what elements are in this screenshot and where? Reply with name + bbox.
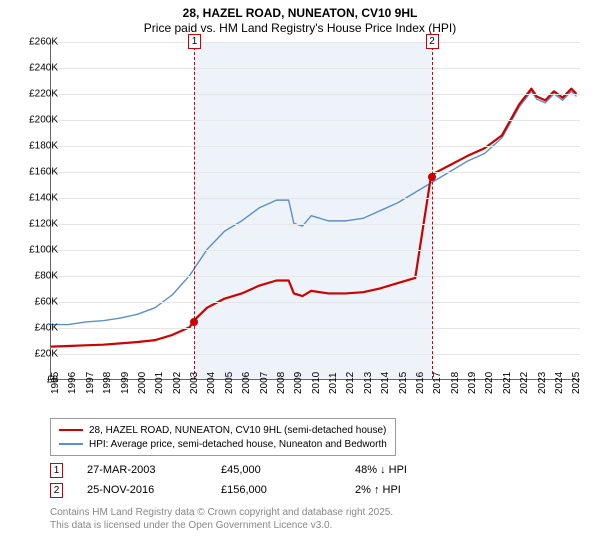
- footer-line1: Contains HM Land Registry data © Crown c…: [50, 506, 393, 519]
- gridline: [51, 172, 580, 173]
- x-tick-label: 2007: [259, 372, 270, 394]
- x-tick-label: 2005: [224, 372, 235, 394]
- marker-line: [194, 42, 195, 379]
- y-tick-label: £160K: [18, 167, 58, 178]
- y-tick-label: £260K: [18, 37, 58, 48]
- x-tick-label: 2020: [484, 372, 495, 394]
- x-tick-label: 1998: [102, 372, 113, 394]
- marker-number-box: 1: [188, 34, 201, 49]
- x-tick-label: 2008: [276, 372, 287, 394]
- gridline: [51, 120, 580, 121]
- chart-container: 28, HAZEL ROAD, NUNEATON, CV10 9HL Price…: [0, 0, 600, 560]
- x-tick-label: 2000: [137, 372, 148, 394]
- x-tick-label: 2019: [467, 372, 478, 394]
- y-tick-label: £40K: [18, 323, 58, 334]
- y-tick-label: £120K: [18, 219, 58, 230]
- event-row: 1 27-MAR-2003 £45,000 48% ↓ HPI: [50, 460, 465, 480]
- gridline: [51, 276, 580, 277]
- x-tick-label: 2009: [293, 372, 304, 394]
- x-tick-label: 2012: [345, 372, 356, 394]
- event-delta: 2% ↑ HPI: [355, 484, 465, 496]
- legend-row: HPI: Average price, semi-detached house,…: [59, 437, 387, 451]
- x-tick-label: 1999: [120, 372, 131, 394]
- gridline: [51, 198, 580, 199]
- y-tick-label: £200K: [18, 115, 58, 126]
- x-tick-label: 2017: [432, 372, 443, 394]
- event-row: 2 25-NOV-2016 £156,000 2% ↑ HPI: [50, 480, 465, 500]
- y-tick-label: £240K: [18, 63, 58, 74]
- footer-line2: This data is licensed under the Open Gov…: [50, 519, 393, 532]
- x-tick-label: 1995: [50, 372, 61, 394]
- y-tick-label: £180K: [18, 141, 58, 152]
- x-tick-label: 2001: [154, 372, 165, 394]
- series-property: [51, 89, 577, 347]
- gridline: [51, 94, 580, 95]
- event-date: 25-NOV-2016: [87, 484, 197, 496]
- legend-label: 28, HAZEL ROAD, NUNEATON, CV10 9HL (semi…: [89, 425, 386, 436]
- event-delta: 48% ↓ HPI: [355, 464, 465, 476]
- event-price: £156,000: [221, 484, 331, 496]
- event-number: 1: [50, 463, 63, 478]
- series-hpi: [51, 91, 577, 324]
- x-tick-label: 2010: [311, 372, 322, 394]
- x-tick-label: 2014: [380, 372, 391, 394]
- gridline: [51, 146, 580, 147]
- marker-number-box: 2: [426, 34, 439, 49]
- x-tick-label: 1997: [85, 372, 96, 394]
- marker-dot: [190, 318, 198, 326]
- x-tick-label: 2016: [415, 372, 426, 394]
- gridline: [51, 224, 580, 225]
- legend-swatch: [59, 443, 83, 445]
- gridline: [51, 302, 580, 303]
- y-tick-label: £220K: [18, 89, 58, 100]
- gridline: [51, 42, 580, 43]
- title-address: 28, HAZEL ROAD, NUNEATON, CV10 9HL: [0, 6, 600, 20]
- title-block: 28, HAZEL ROAD, NUNEATON, CV10 9HL Price…: [0, 0, 600, 37]
- chart-wrap: 12 £0£20K£40K£60K£80K£100K£120K£140K£160…: [8, 42, 592, 410]
- x-tick-label: 2002: [172, 372, 183, 394]
- x-tick-label: 2018: [450, 372, 461, 394]
- plot-area: 12: [50, 42, 580, 380]
- y-tick-label: £60K: [18, 297, 58, 308]
- x-tick-label: 2003: [189, 372, 200, 394]
- y-tick-label: £100K: [18, 245, 58, 256]
- marker-line: [432, 42, 433, 379]
- footer: Contains HM Land Registry data © Crown c…: [50, 506, 393, 532]
- event-date: 27-MAR-2003: [87, 464, 197, 476]
- gridline: [51, 68, 580, 69]
- marker-dot: [428, 173, 436, 181]
- gridline: [51, 250, 580, 251]
- legend: 28, HAZEL ROAD, NUNEATON, CV10 9HL (semi…: [50, 418, 396, 456]
- x-tick-label: 2006: [241, 372, 252, 394]
- y-tick-label: £140K: [18, 193, 58, 204]
- event-number: 2: [50, 483, 63, 498]
- x-tick-label: 2015: [398, 372, 409, 394]
- legend-swatch: [59, 429, 83, 431]
- x-tick-label: 2022: [519, 372, 530, 394]
- legend-row: 28, HAZEL ROAD, NUNEATON, CV10 9HL (semi…: [59, 423, 387, 437]
- x-tick-label: 2024: [554, 372, 565, 394]
- x-tick-label: 2011: [328, 372, 339, 394]
- event-list: 1 27-MAR-2003 £45,000 48% ↓ HPI 2 25-NOV-2016…: [50, 460, 465, 500]
- x-tick-label: 2004: [206, 372, 217, 394]
- legend-label: HPI: Average price, semi-detached house,…: [89, 439, 387, 450]
- gridline: [51, 328, 580, 329]
- x-tick-label: 2023: [537, 372, 548, 394]
- y-tick-label: £80K: [18, 271, 58, 282]
- x-tick-label: 1996: [67, 372, 78, 394]
- x-tick-label: 2025: [571, 372, 582, 394]
- title-subtitle: Price paid vs. HM Land Registry's House …: [0, 21, 600, 35]
- gridline: [51, 354, 580, 355]
- x-tick-label: 2021: [502, 372, 513, 394]
- event-price: £45,000: [221, 464, 331, 476]
- x-tick-label: 2013: [363, 372, 374, 394]
- y-tick-label: £20K: [18, 349, 58, 360]
